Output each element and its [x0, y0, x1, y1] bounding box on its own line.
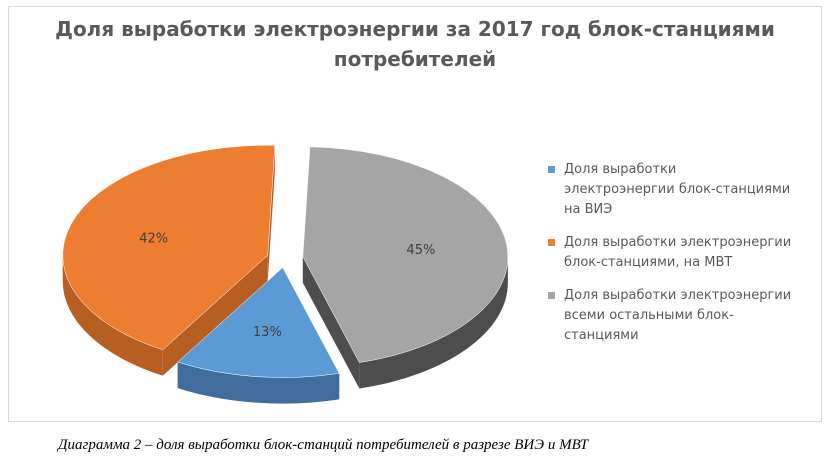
legend-item-0: Доля выработки электроэнергии блок-станци… [548, 160, 818, 220]
data-label-1: 42% [139, 231, 168, 246]
chart-title: Доля выработки электроэнергии за 2017 го… [0, 14, 830, 74]
legend-label-1-1: блок-станциями, на МВТ [564, 255, 733, 270]
legend-swatch-1 [548, 239, 555, 246]
legend-label-0-1: электроэнергии блок-станциями [564, 182, 791, 197]
legend: Доля выработки электроэнергии блок-станци… [548, 160, 818, 359]
slice-cut-1-1 [267, 145, 275, 282]
data-label-0: 13% [253, 325, 282, 340]
pie-slice-1 [62, 145, 276, 351]
slice-side-1 [62, 255, 163, 376]
pie-slice-2 [302, 146, 509, 363]
slice-cut-2-1 [302, 256, 360, 389]
chart-title-line-2: потребителей [333, 47, 497, 71]
data-label-2: 45% [406, 243, 435, 258]
figure-caption: Диаграмма 2 – доля выработки блок-станци… [58, 437, 589, 453]
chart-title-line-1: Доля выработки электроэнергии за 2017 го… [55, 17, 775, 41]
legend-swatch-0 [548, 166, 555, 173]
legend-label-2-0: Доля выработки электроэнергии [564, 288, 792, 303]
slice-cut-1-0 [162, 255, 268, 376]
legend-item-2: Доля выработки электроэнергии всеми остал… [548, 286, 818, 346]
legend-item-1: Доля выработки электроэнергии блок-станци… [548, 233, 818, 273]
legend-label-2-2: станциями [564, 328, 639, 343]
pie-slice-0 [177, 267, 340, 378]
legend-label-2-1: всеми остальными блок- [564, 308, 734, 323]
legend-swatch-2 [548, 292, 555, 299]
slice-side-2 [359, 256, 508, 389]
legend-label-1-0: Доля выработки электроэнергии [564, 235, 792, 250]
slice-side-0 [177, 362, 340, 404]
legend-label-0-2: на ВИЭ [564, 202, 613, 217]
legend-label-0-0: Доля выработки [564, 162, 677, 177]
